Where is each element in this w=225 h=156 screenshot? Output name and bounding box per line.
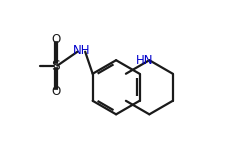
Text: HN: HN (135, 54, 153, 67)
Text: O: O (51, 33, 60, 46)
Text: S: S (51, 59, 60, 73)
Text: O: O (51, 85, 60, 98)
Text: NH: NH (72, 44, 90, 57)
